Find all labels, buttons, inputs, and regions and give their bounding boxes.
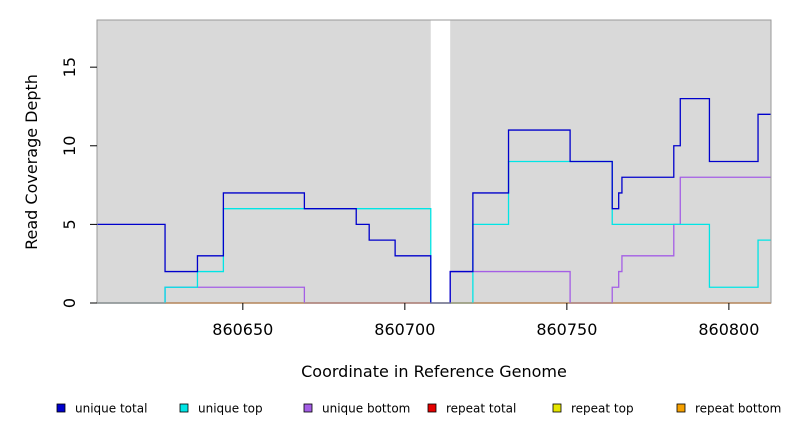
legend-label: unique top <box>198 402 263 416</box>
legend-swatch <box>303 403 313 413</box>
legend-swatch <box>427 403 437 413</box>
legend-label: unique total <box>75 402 147 416</box>
x-tick-label: 860750 <box>536 320 597 339</box>
series-line-unique-total <box>97 97 771 304</box>
x-axis: 860650 860700 860750 860800 <box>212 303 759 339</box>
y-tick-label: 10 <box>60 136 79 156</box>
y-tick-label: 15 <box>60 57 79 77</box>
y-axis: 0 5 10 15 <box>60 57 97 308</box>
y-tick-label: 0 <box>60 298 79 308</box>
x-axis-title: Coordinate in Reference Genome <box>301 362 567 381</box>
x-tick-label: 860700 <box>374 320 435 339</box>
x-tick-label: 860650 <box>212 320 273 339</box>
y-tick-label: 5 <box>60 219 79 229</box>
legend-label: repeat bottom <box>695 402 781 416</box>
legend-label: repeat total <box>446 402 516 416</box>
legend: unique total unique top unique bottom repea… <box>56 402 781 416</box>
legend-label: unique bottom <box>322 402 410 416</box>
legend-swatch <box>676 403 686 413</box>
plot-border <box>96 19 772 304</box>
x-tick-label: 860800 <box>698 320 759 339</box>
series-line-unique-bottom <box>97 176 771 304</box>
plot-area <box>97 20 771 303</box>
y-axis-title: Read Coverage Depth <box>22 74 41 250</box>
legend-swatch <box>56 403 66 413</box>
plot-frame <box>96 19 772 304</box>
legend-swatch <box>179 403 189 413</box>
plot-background-left <box>97 20 431 303</box>
legend-label: repeat top <box>571 402 634 416</box>
legend-swatch <box>552 403 562 413</box>
